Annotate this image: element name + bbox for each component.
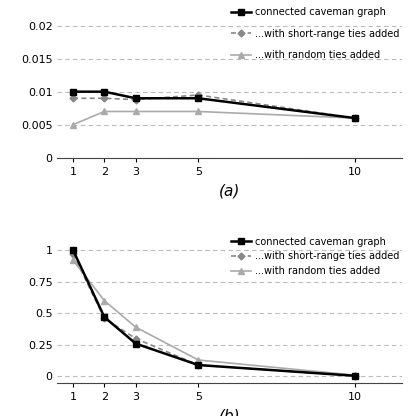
Text: (a): (a) — [218, 184, 240, 199]
Legend: connected caveman graph, ...with short-range ties added, ...with random ties add: connected caveman graph, ...with short-r… — [229, 235, 401, 278]
Legend: connected caveman graph, ...with short-range ties added, ...with random ties add: connected caveman graph, ...with short-r… — [229, 5, 401, 62]
Text: (b): (b) — [218, 409, 240, 416]
